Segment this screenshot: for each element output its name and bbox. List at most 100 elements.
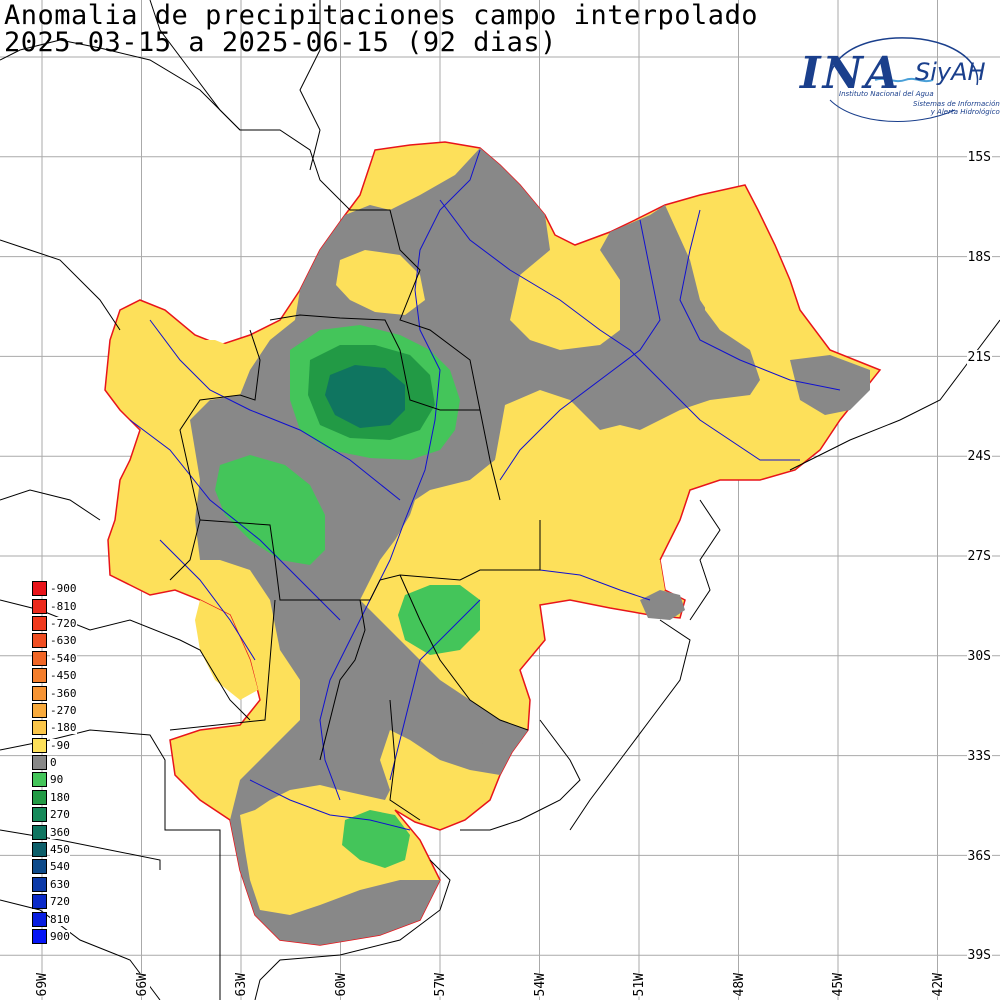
- basin-dry-patch-west: [195, 600, 258, 700]
- latitude-label: 24S: [966, 449, 992, 465]
- legend-swatch: [32, 807, 47, 823]
- longitude-label: 66W: [134, 972, 150, 996]
- legend-swatch: [32, 598, 47, 614]
- legend-entry: 360: [32, 823, 77, 840]
- legend-swatch: [32, 859, 47, 875]
- legend-swatch: [32, 876, 47, 892]
- legend-swatch: [32, 737, 47, 753]
- ina-siyah-logo: INA SiyAH Instituto Nacional del Agua Si…: [795, 30, 1000, 125]
- basin-dry-patch-east: [600, 395, 800, 470]
- legend-entry: 180: [32, 789, 77, 806]
- legend-label: -180: [50, 721, 77, 735]
- legend-swatch: [32, 633, 47, 649]
- legend-label: 720: [50, 895, 70, 909]
- basin-wet-area-santiago: [215, 455, 325, 565]
- logo-system-text: Sistemas de Información y Alerta Hidroló…: [913, 100, 1000, 116]
- legend-swatch: [32, 615, 47, 631]
- legend-label: 810: [50, 912, 70, 926]
- legend-entry: -900: [32, 580, 77, 597]
- legend-label: -270: [50, 703, 77, 717]
- latitude-label: 27S: [966, 549, 992, 565]
- legend-entry: -540: [32, 650, 77, 667]
- logo-institute-text: Instituto Nacional del Agua: [839, 90, 934, 98]
- legend-entry: 720: [32, 893, 77, 910]
- basin-wet-area-chaco-core: [325, 365, 405, 428]
- legend-label: 450: [50, 843, 70, 857]
- legend-label: 0: [50, 756, 57, 770]
- logo-system-line1: Sistemas de Información: [913, 100, 1000, 108]
- legend-entry: 540: [32, 858, 77, 875]
- legend-entry: 630: [32, 876, 77, 893]
- longitude-label: 48W: [731, 972, 747, 996]
- legend-entry: 270: [32, 806, 77, 823]
- legend-swatch: [32, 720, 47, 736]
- legend-swatch: [32, 772, 47, 788]
- basin-normal-patch-southeast: [640, 590, 685, 620]
- legend-label: 900: [50, 930, 70, 943]
- logo-swoosh: [829, 37, 979, 122]
- logo-system-line2: y Alerta Hidrológico: [930, 108, 1000, 116]
- legend-entry: 810: [32, 910, 77, 927]
- basin-wet-area-buenos-aires: [342, 810, 410, 868]
- legend-swatch: [32, 842, 47, 858]
- legend-entry: 450: [32, 841, 77, 858]
- longitude-label: 69W: [35, 972, 50, 996]
- latitude-label: 18S: [966, 249, 992, 265]
- longitude-label: 45W: [831, 972, 846, 996]
- longitude-label: 54W: [532, 972, 548, 996]
- basin-normal-patch-uruguay: [400, 680, 528, 752]
- legend-label: -540: [50, 651, 77, 665]
- anomaly-legend: -900 -810 -720 -630 -540 -450 -360 -270 -180 -90 0…: [32, 580, 77, 945]
- legend-swatch: [32, 668, 47, 684]
- map-title: Anomalia de precipitaciones campo interp…: [4, 0, 758, 31]
- legend-label: -720: [50, 616, 77, 630]
- legend-entry: -630: [32, 632, 77, 649]
- latitude-label: 36S: [966, 848, 992, 864]
- legend-entry: -810: [32, 597, 77, 614]
- legend-label: 540: [50, 860, 70, 874]
- basin-wet-area-corrientes: [398, 585, 480, 655]
- legend-swatch: [32, 702, 47, 718]
- legend-entry: -450: [32, 667, 77, 684]
- legend-label: -90: [50, 738, 70, 752]
- legend-swatch: [32, 894, 47, 910]
- latitude-label: 15S: [966, 150, 992, 165]
- legend-entry: 0: [32, 754, 77, 771]
- longitude-label: 63W: [234, 972, 249, 996]
- basin-dry-patch-north: [336, 250, 425, 315]
- legend-label: 90: [50, 773, 64, 787]
- legend-label: -450: [50, 669, 77, 683]
- longitude-label: 42W: [930, 972, 946, 996]
- legend-label: 360: [50, 825, 70, 839]
- longitude-label: 57W: [433, 972, 448, 996]
- legend-entry: 90: [32, 771, 77, 788]
- latitude-label: 33S: [966, 748, 992, 764]
- legend-entry: -180: [32, 719, 77, 736]
- legend-swatch: [32, 824, 47, 840]
- logo-siyah-text: SiyAH: [915, 58, 986, 86]
- legend-entry: -720: [32, 615, 77, 632]
- basin-anomaly-field: [104, 141, 882, 946]
- legend-label: 180: [50, 790, 70, 804]
- basin-dry-patch-paraguay: [185, 340, 245, 395]
- legend-swatch: [32, 650, 47, 666]
- legend-entry: -360: [32, 684, 77, 701]
- latitude-label: 39S: [966, 948, 992, 964]
- legend-swatch: [32, 789, 47, 805]
- legend-entry: -270: [32, 702, 77, 719]
- legend-swatch: [32, 685, 47, 701]
- legend-label: -810: [50, 599, 77, 613]
- legend-label: 270: [50, 808, 70, 822]
- longitude-label: 60W: [333, 972, 349, 996]
- legend-label: 630: [50, 877, 70, 891]
- legend-label: -900: [50, 582, 77, 596]
- legend-entry: 900: [32, 928, 77, 945]
- legend-label: -630: [50, 634, 77, 648]
- legend-swatch: [32, 929, 47, 944]
- basin-dry-patch-ne: [705, 275, 800, 355]
- basin-normal-patch-coast: [790, 355, 870, 415]
- rivers: [129, 149, 841, 831]
- legend-swatch: [32, 755, 47, 771]
- legend-entry: -90: [32, 737, 77, 754]
